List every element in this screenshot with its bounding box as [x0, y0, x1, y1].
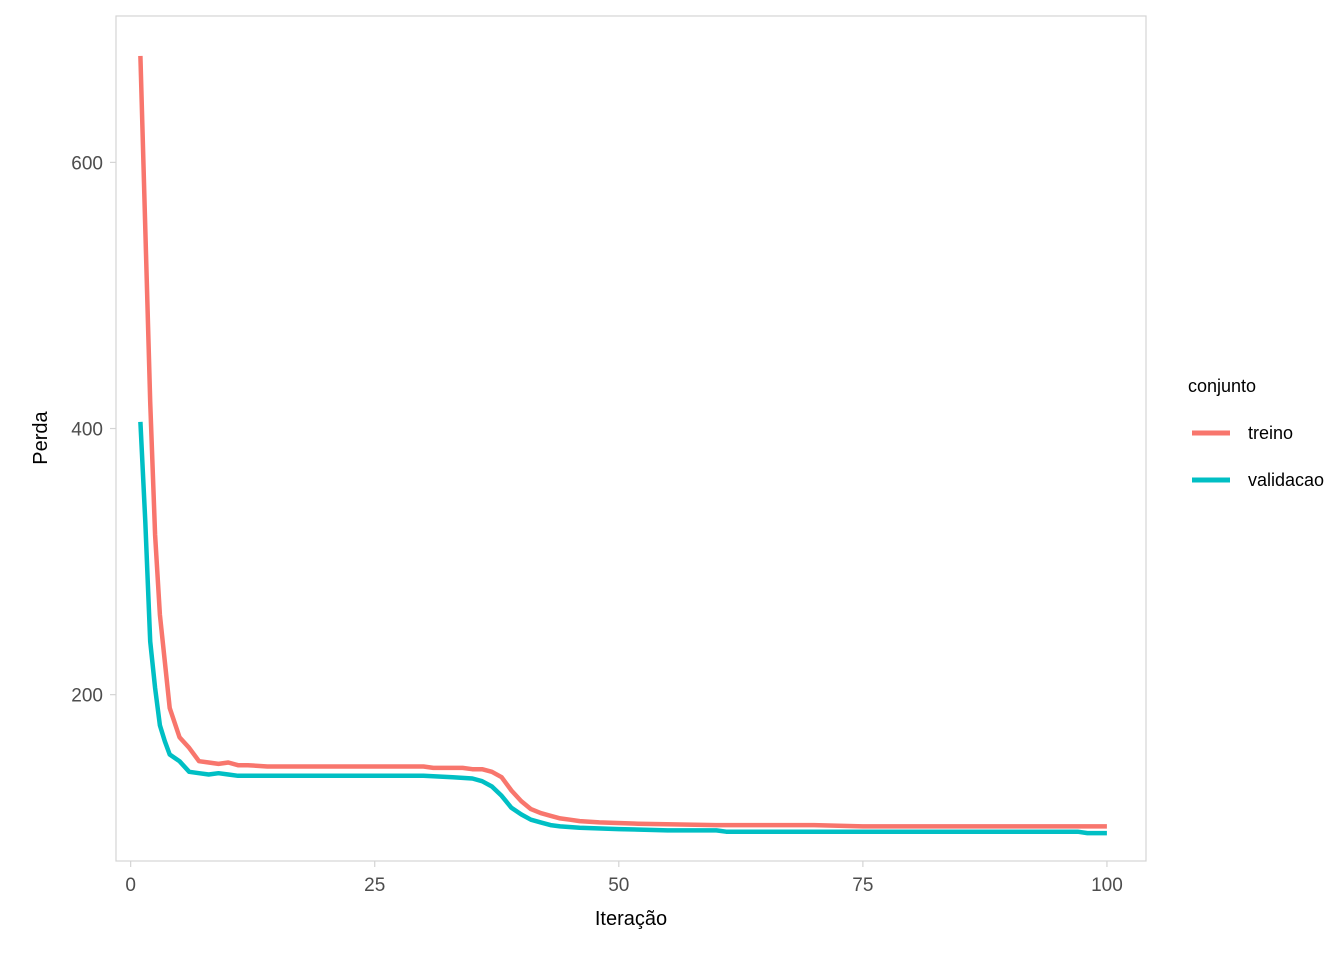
- x-axis-title: Iteração: [595, 908, 667, 930]
- legend: conjunto treino validacao: [1188, 376, 1324, 490]
- y-tick-label: 400: [71, 420, 103, 441]
- series-line-validacao: [138, 421, 1107, 836]
- x-axis-ticks: 0 25 50 75 100: [125, 861, 1123, 896]
- y-axis-ticks: 200 400 600: [71, 153, 116, 707]
- x-tick-label: 0: [125, 875, 136, 896]
- y-tick-label: 600: [71, 153, 103, 174]
- legend-label-treino: treino: [1248, 423, 1293, 443]
- legend-label-validacao: validacao: [1248, 470, 1324, 490]
- y-axis-title: Perda: [30, 410, 52, 464]
- x-tick-label: 100: [1091, 875, 1123, 896]
- x-tick-label: 25: [364, 875, 385, 896]
- legend-title: conjunto: [1188, 376, 1256, 396]
- x-tick-label: 75: [852, 875, 873, 896]
- panel-border: [115, 15, 1147, 862]
- series-line-treino: [138, 55, 1107, 829]
- series-layer: [138, 55, 1107, 836]
- x-tick-label: 50: [608, 875, 629, 896]
- y-tick-label: 200: [71, 686, 103, 707]
